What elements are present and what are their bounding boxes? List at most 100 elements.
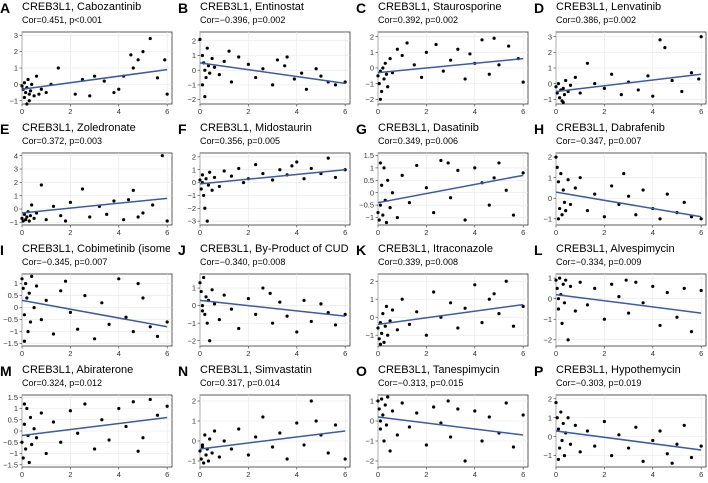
data-point [68, 200, 72, 204]
plot-panel-k: K CREB3L1, Itraconazole Cor=0.339, p=0.008… [356, 242, 532, 362]
data-point [388, 206, 392, 210]
data-point [376, 326, 380, 330]
data-point [670, 461, 674, 465]
y-tick-label: 2 [192, 152, 196, 161]
data-point [561, 100, 565, 105]
data-point [204, 453, 208, 457]
scatter-plot: 0 2 4 6 −2 −1 0 1 [187, 273, 351, 358]
data-point [199, 289, 203, 294]
data-point [424, 333, 428, 337]
x-tick-label: 0 [20, 228, 24, 237]
data-point [24, 447, 28, 451]
y-tick-label: 2 [548, 394, 552, 403]
data-point [473, 166, 477, 170]
data-point [199, 187, 203, 191]
y-tick-label: 4 [14, 151, 18, 160]
data-point [561, 86, 565, 90]
data-point [682, 200, 686, 204]
x-tick-label: 0 [554, 349, 558, 358]
data-point [593, 286, 597, 290]
data-point [63, 279, 68, 283]
x-tick-label: 4 [473, 107, 477, 116]
data-point [285, 457, 289, 461]
panel-letter: H [534, 121, 545, 137]
y-tick-label: 1 [14, 279, 18, 288]
data-point [285, 55, 289, 59]
scatter-plot: 0 2 4 6 −1 −0.5 0 0.5 1 1.5 [359, 151, 529, 237]
data-point [386, 333, 390, 337]
data-point [314, 419, 318, 423]
data-point [200, 53, 205, 58]
panel-correlation: Cor=0.372, p=0.003 [22, 136, 103, 146]
data-point [395, 47, 399, 51]
y-tick-label: −1 [187, 319, 196, 328]
data-point [117, 87, 121, 91]
data-point [34, 284, 39, 288]
data-point [237, 326, 241, 331]
data-point [492, 292, 496, 296]
data-point [521, 80, 525, 84]
panel-letter: D [534, 0, 545, 16]
x-tick-label: 2 [246, 470, 250, 479]
panel-title: CREB3L1, Tanespimycin [378, 364, 500, 376]
x-tick-label: 4 [651, 107, 655, 116]
panel-correlation: Cor=−0.340, p=0.008 [200, 257, 286, 267]
data-point [388, 449, 392, 453]
data-point [25, 296, 29, 300]
data-point [487, 203, 491, 207]
data-point [44, 298, 48, 302]
data-point [568, 83, 573, 87]
regression-line [377, 57, 524, 74]
data-point [148, 325, 152, 329]
data-point [76, 327, 80, 331]
data-point [333, 323, 338, 327]
x-tick-label: 0 [198, 349, 202, 358]
y-tick-label: −2 [187, 336, 196, 345]
data-point [151, 203, 155, 207]
data-point [651, 284, 655, 288]
panel-title: CREB3L1, Cabozantinib [22, 1, 142, 13]
data-point [304, 87, 309, 91]
x-tick-label: 4 [117, 228, 121, 237]
data-point [254, 435, 258, 439]
data-point [641, 301, 645, 305]
data-point [124, 315, 128, 319]
data-point [206, 64, 211, 68]
data-point [22, 422, 27, 426]
data-point [30, 274, 34, 278]
data-point [26, 77, 30, 82]
data-point [610, 454, 614, 458]
data-point [670, 78, 674, 83]
data-point [203, 206, 207, 210]
regression-line [377, 416, 524, 436]
panel-letter: I [0, 242, 4, 258]
data-point [20, 440, 24, 444]
data-point [497, 312, 501, 316]
data-point [504, 188, 508, 192]
panel-title: CREB3L1, Alvespimycin [556, 243, 675, 255]
data-point [229, 307, 234, 311]
data-point [25, 406, 29, 411]
y-tick-label: 0 [370, 313, 374, 322]
data-point [386, 178, 390, 182]
panel-correlation: Cor=0.339, p=0.008 [378, 257, 459, 267]
data-point [380, 183, 384, 187]
plot-panel-n: N CREB3L1, Simvastatin Cor=0.317, p=0.014 0… [178, 363, 354, 483]
data-point [165, 219, 169, 223]
data-point [206, 183, 211, 187]
y-tick-label: −2 [187, 204, 196, 213]
data-point [560, 438, 564, 443]
data-point [558, 206, 562, 211]
data-point [275, 58, 280, 62]
data-point [285, 314, 289, 318]
data-point [32, 94, 36, 98]
data-point [626, 311, 631, 315]
plot-panel-g: G CREB3L1, Dasatinib Cor=0.349, p=0.006 0 2 4… [356, 121, 532, 241]
data-point [556, 297, 561, 301]
data-point [155, 413, 160, 417]
x-tick-label: 6 [521, 349, 525, 358]
plot-panel-e: E CREB3L1, Zoledronate Cor=0.372, p=0.003 0… [0, 121, 176, 241]
data-point [658, 323, 662, 328]
